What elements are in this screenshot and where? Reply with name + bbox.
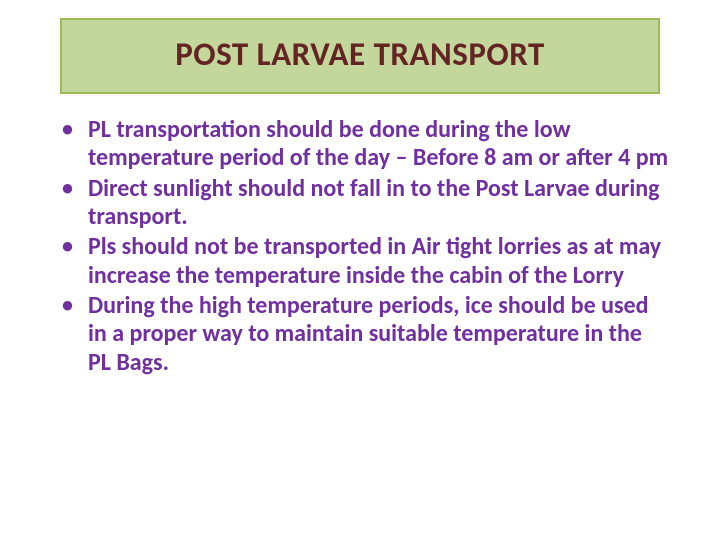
list-item: During the high temperature periods, ice…: [60, 292, 670, 377]
bullet-list: PL transportation should be done during …: [40, 116, 680, 377]
list-item: Direct sunlight should not fall in to th…: [60, 175, 670, 232]
title-box: POST LARVAE TRANSPORT: [60, 18, 660, 94]
list-item: Pls should not be transported in Air tig…: [60, 233, 670, 290]
slide-title: POST LARVAE TRANSPORT: [72, 34, 648, 74]
list-item: PL transportation should be done during …: [60, 116, 670, 173]
slide: POST LARVAE TRANSPORT PL transportation …: [0, 0, 720, 540]
